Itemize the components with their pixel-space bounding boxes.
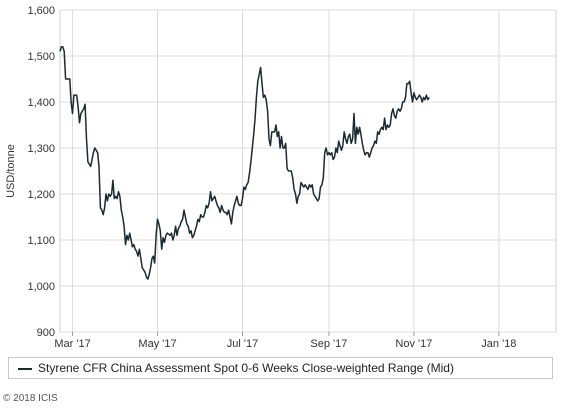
y-axis-ticks: 900 1,000 1,100 1,200 1,300 1,400 1,500 1,600 (27, 5, 55, 339)
plot-frame (59, 9, 557, 333)
legend-swatch (18, 368, 32, 370)
y-tick-label: 1,000 (27, 281, 55, 293)
grid-layer (59, 9, 557, 333)
x-axis-ticks: Mar '17 May '17 Jul '17 Sep '17 Nov '17 Jan '… (54, 332, 516, 350)
y-tick-label: 1,500 (27, 51, 55, 63)
x-tick-label: Mar '17 (54, 338, 90, 350)
legend[interactable]: Styrene CFR China Assessment Spot 0-6 We… (8, 357, 553, 379)
y-tick-label: 1,400 (27, 97, 55, 109)
copyright-notice: © 2018 ICIS (3, 393, 58, 404)
y-tick-label: 1,100 (27, 235, 55, 247)
x-tick-label: May '17 (138, 338, 176, 350)
y-axis-label: USD/tonne (5, 144, 17, 198)
series-line (59, 46, 430, 280)
x-tick-label: Jul '17 (227, 338, 258, 350)
legend-label: Styrene CFR China Assessment Spot 0-6 We… (38, 361, 454, 375)
y-tick-label: 1,300 (27, 143, 55, 155)
y-tick-label: 900 (37, 327, 55, 339)
series-layer (59, 46, 430, 280)
x-tick-label: Jan '18 (481, 338, 516, 350)
x-tick-label: Nov '17 (395, 338, 432, 350)
y-tick-label: 1,600 (27, 5, 55, 17)
x-tick-label: Sep '17 (310, 338, 347, 350)
y-tick-label: 1,200 (27, 189, 55, 201)
